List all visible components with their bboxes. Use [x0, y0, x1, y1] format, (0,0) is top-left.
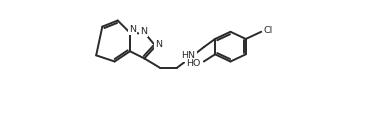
Text: N: N: [155, 40, 162, 49]
Text: HN: HN: [182, 51, 195, 61]
Text: Cl: Cl: [264, 26, 273, 35]
Text: HO: HO: [187, 59, 201, 68]
Text: N: N: [140, 27, 147, 36]
Text: N: N: [129, 25, 136, 34]
